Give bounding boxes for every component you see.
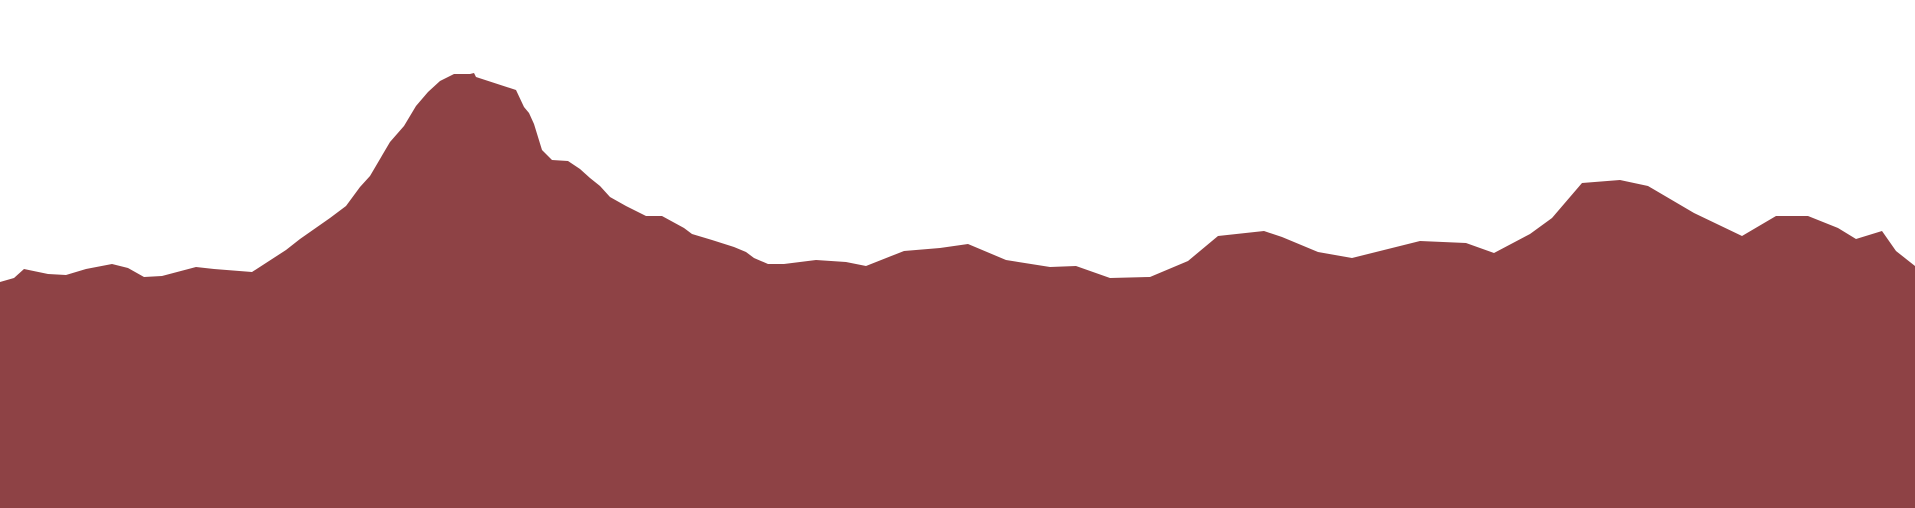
area <box>0 73 1915 508</box>
